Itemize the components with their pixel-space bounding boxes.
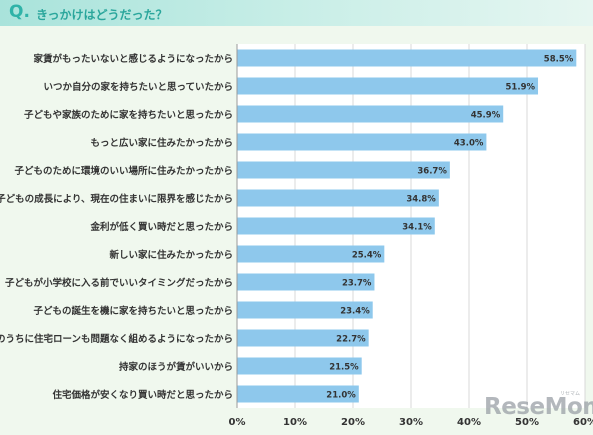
bar — [237, 49, 577, 67]
value-labels: 58.5% 51.9% 45.9% 43.0% 36.7% 34.8% 34.1% 25.4%… — [326, 55, 573, 401]
question-header: Q. きっかけはどうだった？ — [0, 0, 593, 26]
value-label: 21.5% — [329, 363, 359, 373]
x-tick-label: 20% — [341, 417, 365, 428]
value-label: 34.1% — [402, 223, 432, 233]
category-label: 子どものために環境のいい場所に住みたかったから — [14, 165, 233, 177]
category-label: 持家のほうが賃がいいから — [119, 361, 233, 373]
bar — [237, 217, 435, 235]
x-axis: 0% 10% 20% 30% 40% 50% 60% — [229, 44, 593, 428]
value-label: 43.0% — [454, 139, 484, 149]
chart-title: きっかけはどうだった？ — [36, 8, 168, 22]
x-tick-label: 40% — [457, 417, 481, 428]
bar — [237, 301, 373, 319]
category-label: 子どもや家族のために家を持ちたいと思ったから — [24, 109, 233, 121]
category-label: 子どもの誕生を機に家を持ちたいと思ったから — [33, 305, 233, 317]
category-label: 子どもが小学校に入る前でいいタイミングだったから — [5, 277, 233, 289]
x-tick-label: 10% — [283, 417, 307, 428]
value-label: 21.0% — [326, 391, 356, 401]
category-label: 家賃がもったいないと感じるようになったから — [33, 53, 233, 65]
bar — [237, 273, 375, 291]
value-label: 25.4% — [352, 251, 382, 261]
bar — [237, 357, 362, 375]
value-label: 36.7% — [417, 167, 447, 177]
x-tick-label: 50% — [515, 417, 539, 428]
value-label: 45.9% — [471, 111, 501, 121]
category-label: 新しい家に住みたかったから — [109, 249, 233, 261]
bar — [237, 77, 539, 95]
category-label: 金利が低く買い時だと思ったから — [89, 221, 233, 233]
value-label: 34.8% — [406, 195, 436, 205]
category-label: もっと広い家に住みたかったから — [90, 137, 233, 149]
bar — [237, 105, 504, 123]
bars — [237, 49, 577, 403]
category-label: いつか自分の家を持ちたいと思っていたから — [43, 81, 233, 93]
category-label: 住宅価格が安くなり買い時だと思ったから — [52, 389, 233, 401]
bar — [237, 385, 359, 403]
bar — [237, 133, 487, 151]
bar — [237, 161, 450, 179]
category-label: 子どもの成長により、現在の住まいに限界を感じたから — [0, 193, 233, 205]
x-tick-label: 60% — [573, 417, 593, 428]
question-mark-icon: Q. — [9, 2, 30, 22]
value-label: 22.7% — [336, 335, 366, 345]
bar — [237, 329, 369, 347]
resemom-logo-subtext: リセマム — [560, 391, 581, 397]
bar — [237, 189, 439, 207]
value-label: 51.9% — [506, 83, 536, 93]
bar — [237, 245, 385, 263]
x-tick-label: 30% — [399, 417, 423, 428]
value-label: 58.5% — [544, 55, 574, 65]
value-label: 23.4% — [340, 307, 370, 317]
category-label: 今のうちに住宅ローンも問題なく組めるようになったから — [0, 333, 233, 345]
category-labels: 家賃がもったいないと感じるようになったからいつか自分の家を持ちたいと思っていたか… — [0, 53, 233, 401]
value-label: 23.7% — [342, 279, 372, 289]
resemom-logo: ReseMom — [484, 394, 593, 420]
x-tick-label: 0% — [229, 417, 246, 428]
